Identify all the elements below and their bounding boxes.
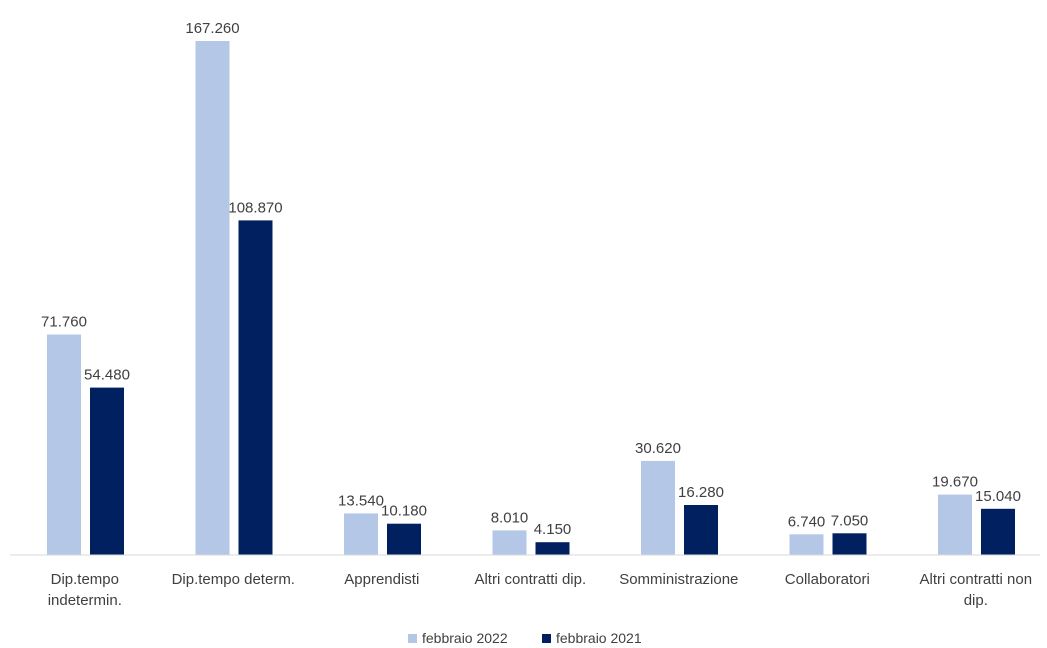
data-label: 10.180 — [381, 503, 427, 520]
legend-swatch — [542, 634, 551, 643]
x-tick-label: Altri contratti non — [920, 571, 1033, 588]
data-label: 15.040 — [975, 488, 1021, 505]
x-tick-label: dip. — [964, 592, 988, 609]
x-tick-label: Somministrazione — [619, 571, 738, 588]
legend: febbraio 2022 febbraio 2021 — [408, 630, 642, 646]
data-label: 54.480 — [84, 367, 130, 384]
bar-febbraio-2022-1 — [195, 41, 230, 555]
legend-swatch — [408, 634, 417, 643]
data-label: 4.150 — [534, 521, 572, 538]
data-label: 7.050 — [831, 512, 869, 529]
bar-febbraio-2021-3 — [535, 542, 570, 555]
bar-febbraio-2021-1 — [238, 220, 273, 555]
x-tick-label: Dip.tempo determ. — [172, 571, 295, 588]
category-labels-layer: Dip.tempo indetermin. Dip.tempo determ. App… — [48, 571, 1032, 609]
bar-febbraio-2022-2 — [344, 513, 378, 555]
bar-febbraio-2021-0 — [90, 387, 124, 555]
data-label: 108.870 — [228, 199, 282, 216]
bar-febbraio-2022-3 — [492, 530, 527, 555]
legend-label: febbraio 2022 — [422, 630, 508, 646]
bar-febbraio-2021-6 — [981, 508, 1015, 555]
data-label: 167.260 — [185, 20, 239, 37]
data-label: 13.540 — [338, 492, 384, 509]
bar-febbraio-2021-4 — [684, 505, 718, 555]
data-label: 71.760 — [41, 314, 87, 331]
bar-febbraio-2021-5 — [832, 533, 867, 555]
bar-febbraio-2022-4 — [641, 460, 675, 555]
x-tick-label: Altri contratti dip. — [474, 571, 586, 588]
x-tick-label: Apprendisti — [344, 571, 419, 588]
x-tick-label: Collaboratori — [785, 571, 870, 588]
x-tick-label: indetermin. — [48, 592, 122, 609]
data-label: 19.670 — [932, 474, 978, 491]
bars-layer — [47, 41, 1015, 555]
x-tick-label: Dip.tempo — [51, 571, 119, 588]
data-label: 16.280 — [678, 484, 724, 501]
bar-febbraio-2022-6 — [938, 494, 972, 555]
bar-febbraio-2022-0 — [47, 334, 81, 555]
data-label: 30.620 — [635, 440, 681, 457]
data-label: 8.010 — [491, 509, 529, 526]
legend-label: febbraio 2021 — [556, 630, 642, 646]
bar-febbraio-2021-2 — [387, 523, 421, 555]
bar-febbraio-2022-5 — [789, 534, 824, 555]
data-label: 6.740 — [788, 513, 826, 530]
